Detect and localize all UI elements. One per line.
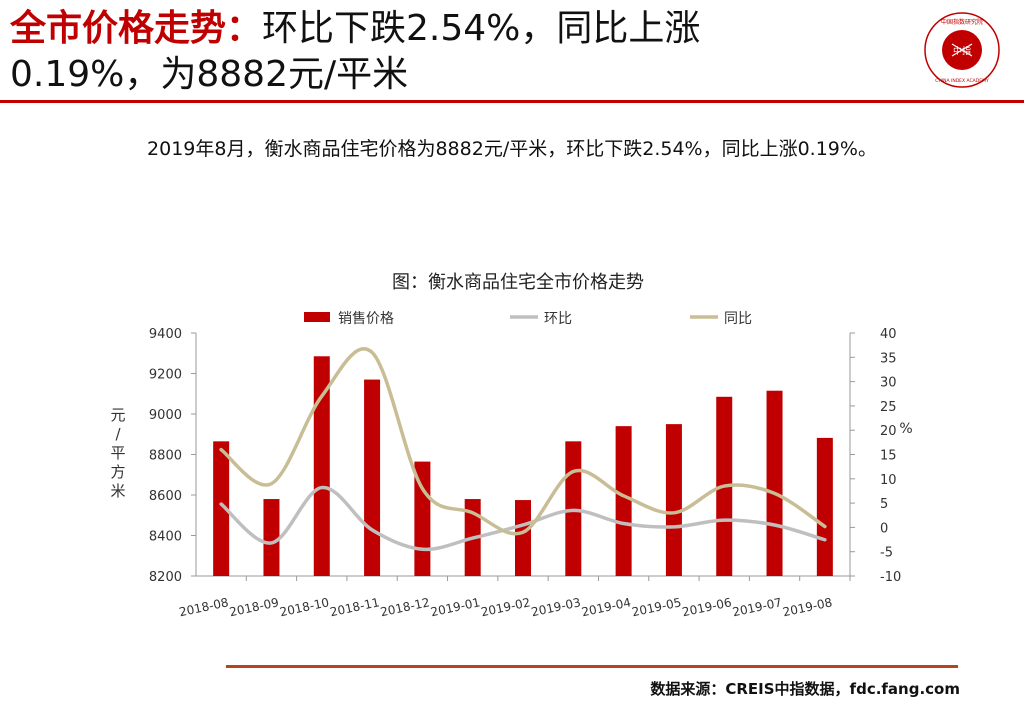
price-bar [364, 379, 381, 576]
y2-tick-label: -5 [880, 546, 893, 561]
y2-tick-label: 25 [880, 400, 897, 415]
data-source: 数据来源：CREIS中指数据，fdc.fang.com [650, 680, 960, 698]
x-tick-label: 2018-08 [178, 595, 230, 619]
legend-swatch-bar [304, 312, 330, 322]
y-axis-label-char: 米 [110, 482, 125, 500]
y-axis-label-char: 平 [110, 444, 125, 462]
chart-title: 图：衡水商品住宅全市价格走势 [392, 272, 644, 293]
y2-tick-label: -10 [880, 570, 901, 585]
logo-bottom-text: CHINA INDEX ACADEMY [935, 78, 989, 84]
legend-label: 环比 [544, 311, 572, 327]
y2-tick-label: 0 [880, 521, 888, 536]
y-axis-label: 元/平方米 [110, 406, 125, 500]
x-tick-label: 2019-04 [580, 595, 632, 619]
legend-label: 销售价格 [338, 311, 394, 327]
x-tick-label: 2019-08 [782, 595, 834, 619]
y2-tick-label: 30 [880, 376, 897, 391]
price-bar [515, 500, 531, 576]
y-tick-label: 8400 [149, 530, 182, 545]
y2-tick-label: 35 [880, 351, 897, 366]
price-bar [615, 426, 632, 576]
y2-tick-label: 20 [880, 424, 897, 439]
y2-tick-label: 15 [880, 449, 897, 464]
price-bar [213, 441, 230, 576]
bar-series [213, 356, 833, 576]
x-tick-label: 2019-07 [731, 595, 783, 619]
y2-axis-label: % [899, 421, 912, 437]
y-tick-label: 9200 [149, 368, 182, 383]
y2-tick-label: 10 [880, 473, 897, 488]
price-bar [816, 437, 833, 576]
headline-line-1: 全市价格走势：环比下跌2.54%，同比上涨 [10, 6, 890, 52]
price-bar [766, 390, 783, 576]
legend-label: 同比 [724, 311, 752, 327]
x-tick-label: 2019-03 [530, 595, 582, 619]
headline-line-2: 0.19%，为8882元/平米 [10, 54, 409, 95]
mom-line [219, 485, 827, 552]
y-axis-label-char: 方 [110, 463, 125, 481]
x-tick-label: 2018-12 [379, 595, 431, 619]
title-underline [0, 100, 1024, 103]
x-tick-label: 2019-02 [480, 595, 532, 619]
footer-rule [226, 665, 958, 668]
y-tick-label: 9400 [149, 327, 182, 342]
x-tick-label: 2019-06 [681, 595, 733, 619]
line-series [219, 347, 827, 552]
chart-legend: 销售价格 环比 同比 [304, 311, 752, 327]
x-tick-label: 2018-09 [228, 595, 280, 619]
x-tick-label: 2019-05 [631, 595, 683, 619]
y2-tick-label: 40 [880, 327, 897, 342]
logo-center-text: 中指 [953, 45, 971, 57]
y-tick-label: 9000 [149, 408, 182, 423]
y-axis-label-char: 元 [110, 406, 125, 424]
headline: 全市价格走势：环比下跌2.54%，同比上涨 0.19%，为8882元/平米 [10, 6, 890, 98]
y2-tick-label: 5 [880, 497, 888, 512]
summary-text: 2019年8月，衡水商品住宅价格为8882元/平米，环比下跌2.54%，同比上涨… [147, 138, 877, 160]
chart-axes: 8200 8400 8600 8800 9000 9200 9400 -10 -5 0 5 10 15 2… [110, 327, 912, 619]
y-tick-label: 8600 [149, 489, 182, 504]
china-index-academy-logo: 中指 中国指数研究院 CHINA INDEX ACADEMY [924, 12, 1000, 88]
x-tick-label: 2018-11 [329, 595, 381, 619]
yoy-line [219, 347, 827, 536]
headline-accent: 全市价格走势： [10, 8, 263, 49]
headline-line-1-text: 环比下跌2.54%，同比上涨 [262, 8, 701, 49]
x-tick-label: 2019-01 [429, 595, 481, 619]
price-bar [263, 499, 280, 576]
price-bar [313, 356, 330, 576]
logo-top-text: 中国指数研究院 [941, 18, 983, 26]
x-tick-label: 2018-10 [278, 595, 330, 619]
y-tick-label: 8200 [149, 570, 182, 585]
price-bar [665, 424, 682, 576]
y-tick-label: 8800 [149, 449, 182, 464]
y-axis-label-char: / [115, 425, 121, 443]
